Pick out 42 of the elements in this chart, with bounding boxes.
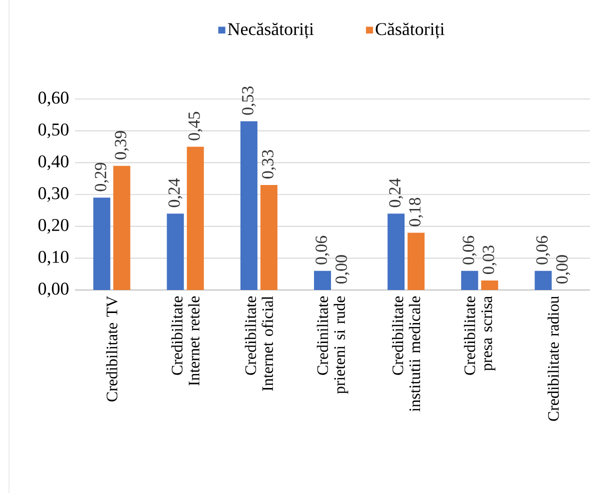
y-tick-label: 0,20 [38,218,68,234]
y-tick-label: 0,10 [38,250,68,266]
data-label: 0,18 [409,198,424,226]
x-tick-label: Credibilitate institutii medicale [392,296,420,412]
data-label: 0,00 [556,255,570,284]
data-label: 0,06 [462,236,477,264]
x-tick-label: Credibilitate presa scrisa [464,296,496,375]
bar [260,184,278,290]
x-tick-label: Credibilitate Internet oficial [244,296,274,391]
data-label: 0,00 [336,255,350,284]
data-label: 0,45 [188,112,202,140]
y-tick-label: 0,00 [38,282,68,298]
bar [388,214,405,290]
bar [314,270,331,290]
x-tick-label: Credibilitate radiou [548,296,559,421]
y-tick-label: 0,40 [38,155,68,170]
data-label: 0,29 [94,162,109,192]
bar [461,270,478,290]
data-label: 0,24 [389,178,404,208]
data-label: 0,33 [262,150,276,178]
bar [166,214,184,290]
bar [481,280,498,290]
bar [240,121,258,290]
data-label: 0,06 [316,236,330,264]
x-tick-label: Credibilitate Internet retele [171,296,200,386]
data-label: 0,53 [242,86,256,115]
legend-label: Căsătoriți [376,22,444,39]
data-label: 0,39 [114,131,129,160]
x-tick-label: Credinilitate prieteni si rude [316,296,348,394]
y-tick-label: 0,30 [38,187,68,202]
bar [534,270,552,290]
bar [408,232,425,290]
x-tick-label: Credibilitate TV [106,296,118,402]
bar [93,198,110,290]
data-label: 0,06 [536,236,550,264]
data-label: 0,24 [168,178,182,208]
legend-label: Necăsătoriți [228,22,314,39]
bar [113,166,130,290]
y-tick-label: 0,50 [38,123,68,138]
bar [186,146,204,290]
data-label: 0,03 [482,246,497,274]
y-tick-label: 0,60 [38,92,68,106]
